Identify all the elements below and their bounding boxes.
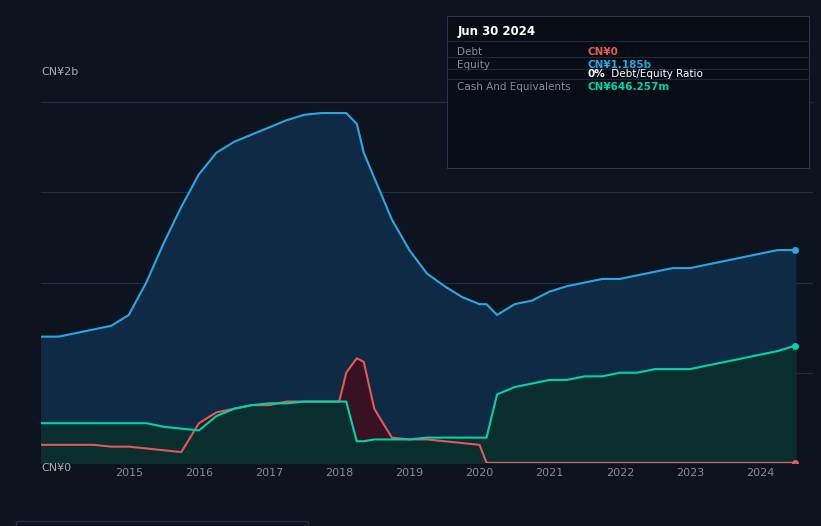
Text: CN¥0: CN¥0 bbox=[587, 47, 618, 57]
Legend: Debt, Equity, Cash And Equivalents: Debt, Equity, Cash And Equivalents bbox=[16, 521, 308, 526]
Text: CN¥2b: CN¥2b bbox=[41, 67, 78, 77]
Text: Equity: Equity bbox=[457, 60, 490, 70]
Text: Cash And Equivalents: Cash And Equivalents bbox=[457, 82, 571, 92]
Text: CN¥1.185b: CN¥1.185b bbox=[587, 60, 651, 70]
Text: CN¥646.257m: CN¥646.257m bbox=[587, 82, 669, 92]
Text: Debt: Debt bbox=[457, 47, 483, 57]
Text: Jun 30 2024: Jun 30 2024 bbox=[457, 25, 535, 38]
Text: 0%: 0% bbox=[587, 69, 605, 79]
Text: Debt/Equity Ratio: Debt/Equity Ratio bbox=[608, 69, 703, 79]
Text: CN¥0: CN¥0 bbox=[41, 463, 71, 473]
